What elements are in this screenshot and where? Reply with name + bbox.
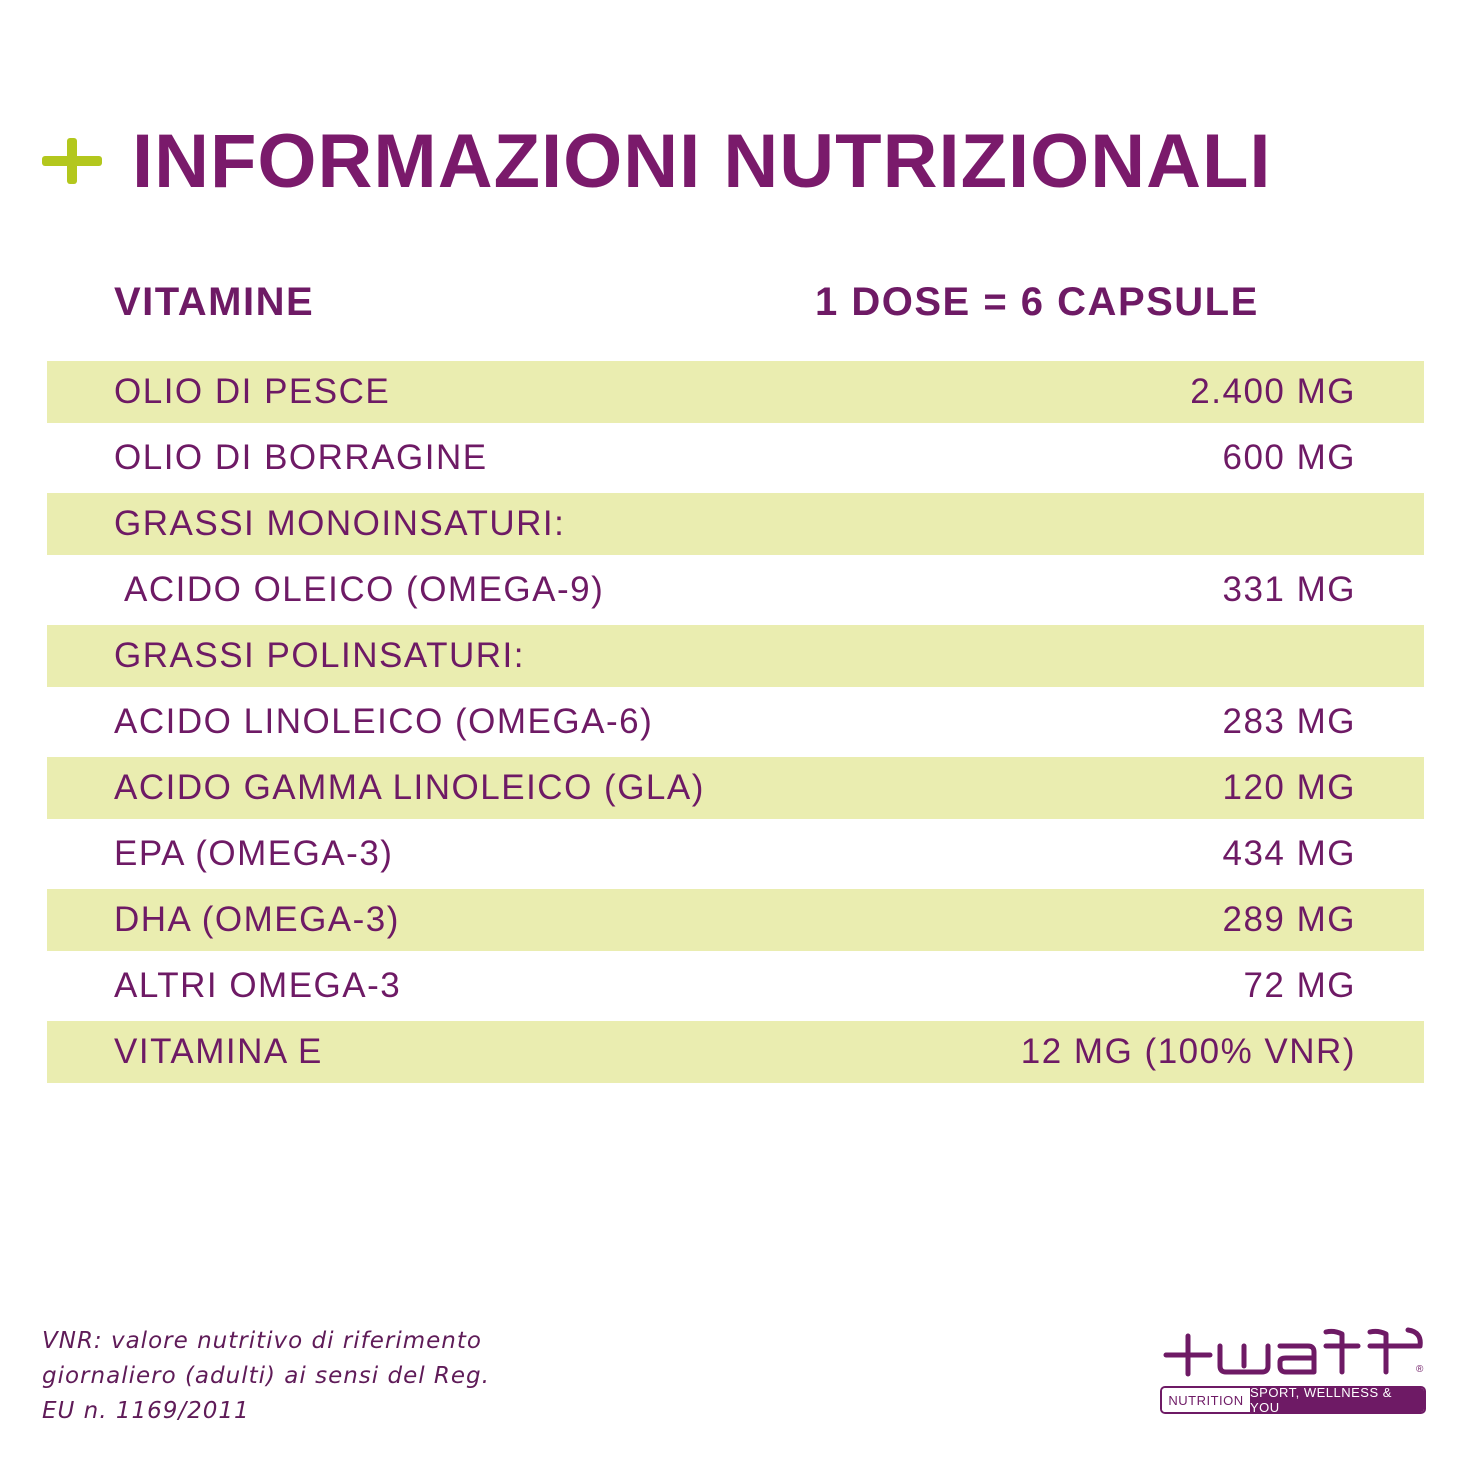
row-label: ACIDO LINOLEICO (OMEGA-6) xyxy=(114,702,654,741)
table-row: DHA (OMEGA-3) 289 MG xyxy=(47,889,1424,951)
row-label: OLIO DI PESCE xyxy=(114,372,391,411)
row-label: ACIDO OLEICO (OMEGA-9) xyxy=(124,570,605,609)
table-row: OLIO DI BORRAGINE 600 MG xyxy=(47,423,1424,493)
row-label: EPA (OMEGA-3) xyxy=(114,834,394,873)
footnote: VNR: valore nutritivo di riferimento gio… xyxy=(42,1324,512,1429)
plus-icon xyxy=(42,138,102,184)
logo-tag-sport: SPORT, WELLNESS & YOU xyxy=(1250,1388,1424,1412)
table-row: ALTRI OMEGA-3 72 MG xyxy=(47,951,1424,1021)
row-label: ACIDO GAMMA LINOLEICO (GLA) xyxy=(114,768,705,807)
table-row: VITAMINA E 12 MG (100% VNR) xyxy=(47,1021,1424,1083)
footnote-line: VNR: valore nutritivo di riferimento xyxy=(42,1328,482,1354)
row-label: OLIO DI BORRAGINE xyxy=(114,438,488,477)
row-label: GRASSI MONOINSATURI: xyxy=(114,504,566,543)
svg-text:®: ® xyxy=(1416,1364,1424,1375)
table-row: ACIDO OLEICO (OMEGA-9) 331 MG xyxy=(47,555,1424,625)
row-label: ALTRI OMEGA-3 xyxy=(114,966,402,1005)
footnote-line: giornaliero (adulti) ai sensi del Reg. xyxy=(42,1363,490,1389)
row-label: DHA (OMEGA-3) xyxy=(114,900,400,939)
table-row: OLIO DI PESCE 2.400 MG xyxy=(47,361,1424,423)
logo-tag-nutrition: NUTRITION xyxy=(1162,1388,1250,1412)
footnote-line: EU n. 1169/2011 xyxy=(42,1398,250,1424)
row-value: 600 MG xyxy=(1222,438,1356,477)
column-header-dose: 1 DOSE = 6 CAPSULE xyxy=(815,280,1259,324)
row-value: 331 MG xyxy=(1222,570,1356,609)
table-row: GRASSI MONOINSATURI: xyxy=(47,493,1424,555)
row-label: GRASSI POLINSATURI: xyxy=(114,636,525,675)
nutrition-table: OLIO DI PESCE 2.400 MG OLIO DI BORRAGINE… xyxy=(47,361,1424,1083)
row-value: 283 MG xyxy=(1222,702,1356,741)
logo-tagline: NUTRITION SPORT, WELLNESS & YOU xyxy=(1160,1386,1426,1414)
row-value: 289 MG xyxy=(1222,900,1356,939)
table-row: ACIDO LINOLEICO (OMEGA-6) 283 MG xyxy=(47,687,1424,757)
row-value: 12 MG (100% VNR) xyxy=(1020,1032,1356,1071)
row-label: VITAMINA E xyxy=(114,1032,323,1071)
row-value: 120 MG xyxy=(1222,768,1356,807)
row-value: 2.400 MG xyxy=(1190,372,1356,411)
page-title: INFORMAZIONI NUTRIZIONALI xyxy=(132,119,1272,204)
table-row: GRASSI POLINSATURI: xyxy=(47,625,1424,687)
table-row: ACIDO GAMMA LINOLEICO (GLA) 120 MG xyxy=(47,757,1424,819)
row-value: 72 MG xyxy=(1243,966,1356,1005)
watt-logo-icon: ® xyxy=(1163,1327,1424,1377)
column-header-vitamine: VITAMINE xyxy=(114,280,315,324)
row-value: 434 MG xyxy=(1222,834,1356,873)
table-row: EPA (OMEGA-3) 434 MG xyxy=(47,819,1424,889)
brand-logo: ® NUTRITION SPORT, WELLNESS & YOU xyxy=(1158,1322,1426,1414)
